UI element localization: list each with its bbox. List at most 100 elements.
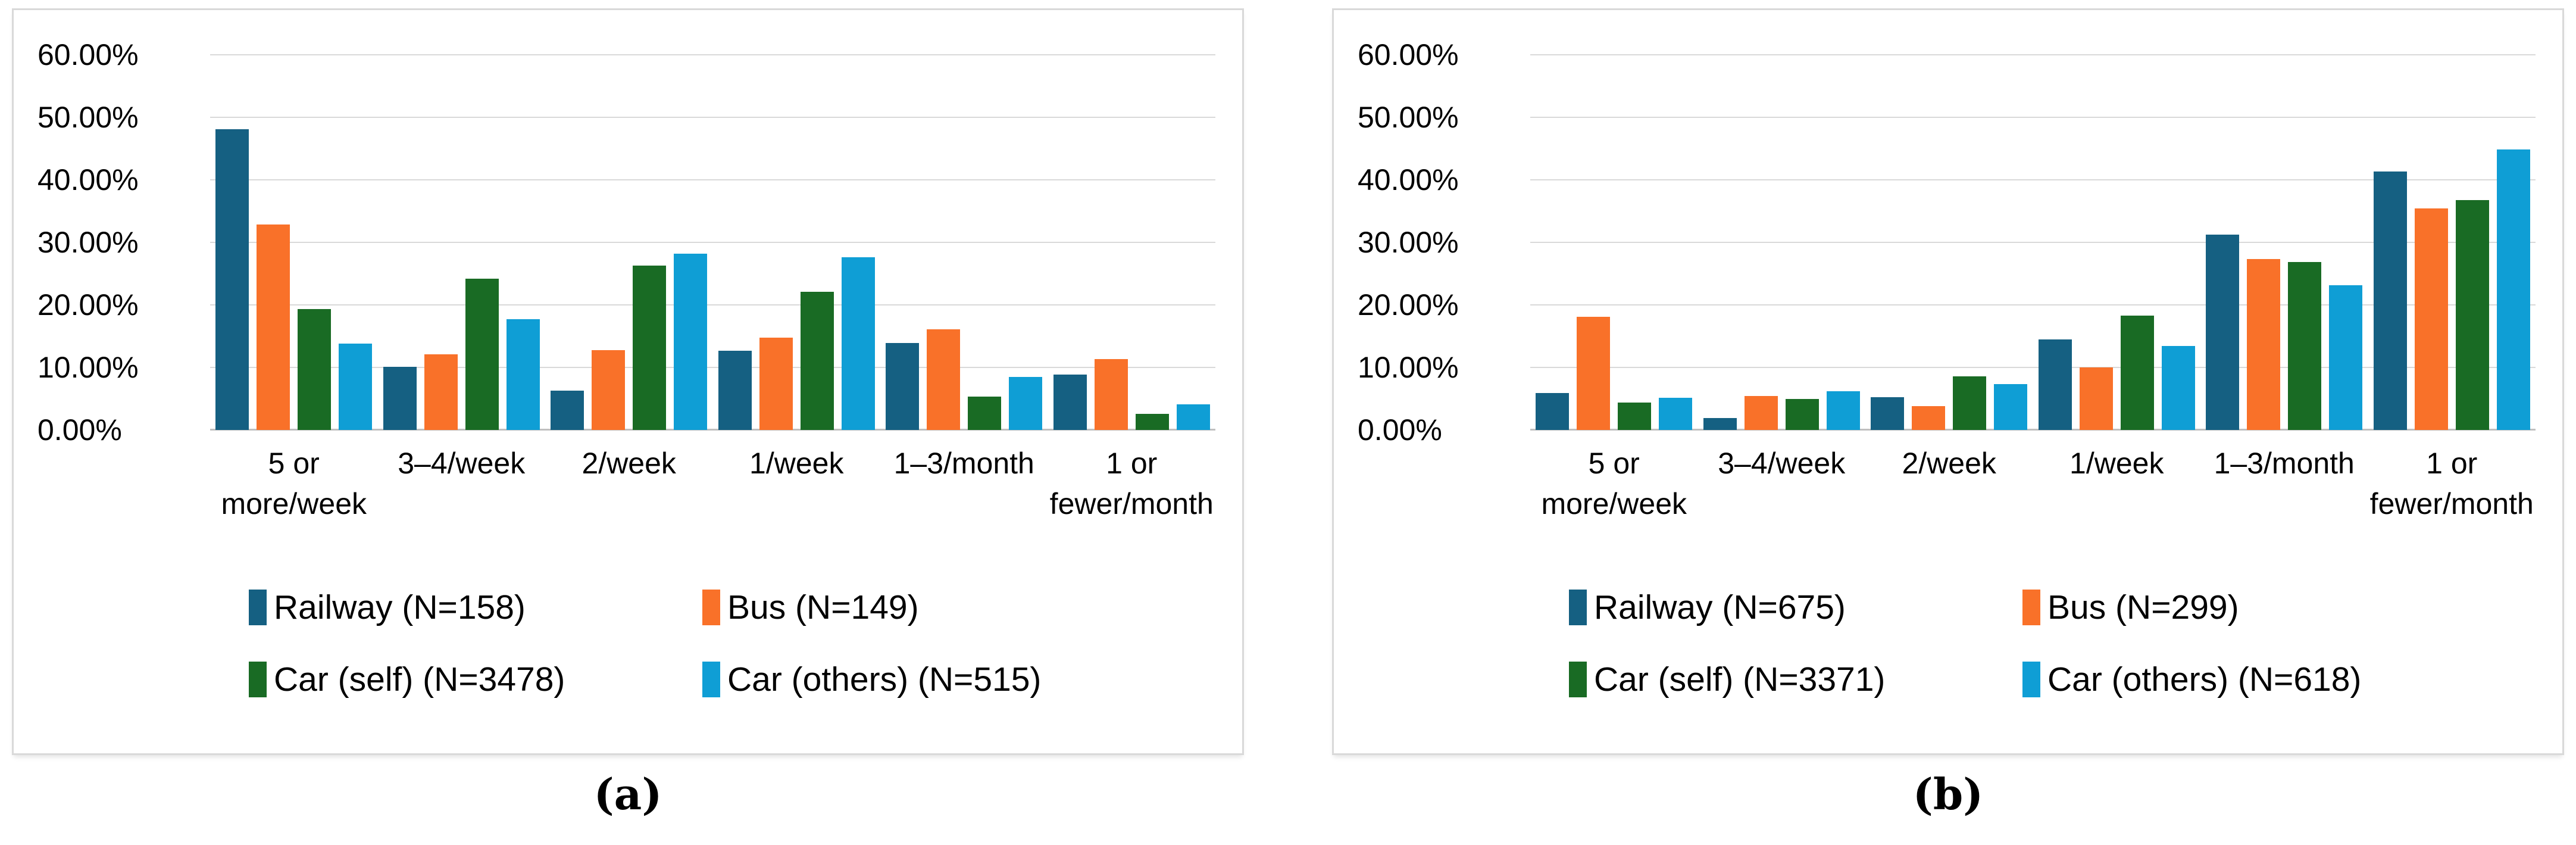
y-tick-label: 40.00% — [1358, 163, 1459, 197]
legend-item-car: Car (others) (N=618) — [2022, 660, 2536, 699]
legend-item-car: Car (others) (N=515) — [702, 660, 1215, 699]
y-tick-label: 40.00% — [37, 163, 139, 197]
bar-bus-1-3-month — [927, 329, 961, 430]
bar-railway-5-or-more-week — [215, 129, 249, 430]
x-tick-label-2-week: 2/week — [582, 447, 676, 480]
bar-group-1-3-month — [880, 55, 1048, 430]
bar-bus-2-week — [592, 350, 626, 430]
gridline — [210, 367, 1215, 368]
plot-area — [1530, 54, 2536, 431]
legend-swatch-icon — [249, 662, 267, 698]
legend-label: Railway (N=158) — [274, 588, 526, 626]
bar-car-3-4-week — [1785, 398, 1819, 430]
legend: Railway (N=675) Bus (N=299) Car (self) (N=… — [1569, 589, 2536, 698]
bar-bus-1-week — [2079, 367, 2113, 430]
x-tick-label-1-or-fewer-month: 1 or fewer/month — [1049, 447, 1214, 520]
bar-railway-5-or-more-week — [1536, 393, 1570, 430]
bar-railway-3-4-week — [383, 366, 417, 430]
gridline — [210, 117, 1215, 118]
legend-label: Bus (N=299) — [2047, 588, 2239, 626]
bar-group-3-4-week — [1697, 55, 1865, 430]
bar-railway-1-week — [2038, 339, 2072, 430]
bar-group-5-or-more-week — [210, 55, 377, 430]
bar-car-5-or-more-week — [339, 344, 373, 430]
bar-car-1-3-month — [1009, 376, 1043, 430]
bar-railway-1-or-fewer-month — [2373, 172, 2407, 430]
x-tick-label-1-3-month: 1–3/month — [2214, 447, 2355, 480]
legend-item-railway: Railway (N=675) — [1569, 589, 2022, 626]
legend: Railway (N=158) Bus (N=149) Car (self) (N=… — [249, 589, 1215, 698]
bar-car-1-or-fewer-month — [1135, 413, 1169, 430]
chart-panel-b: 60.00% 50.00% 40.00% 30.00% 20.00% 10.00% 0.00… — [1332, 8, 2564, 755]
y-tick-label: 10.00% — [1358, 351, 1459, 384]
bar-car-3-4-week — [465, 278, 499, 430]
bar-bus-5-or-more-week — [1577, 316, 1611, 430]
gridline — [1530, 179, 2536, 180]
figure-row: 60.00% 50.00% 40.00% 30.00% 20.00% 10.00% 0.00… — [12, 8, 2564, 819]
legend-label: Car (others) (N=515) — [727, 660, 1042, 699]
x-tick-label-5-or-more-week: 5 or more/week — [221, 447, 367, 520]
bar-car-3-4-week — [1826, 391, 1860, 430]
x-axis-labels: 5 or more/week 3–4/week 2/week 1/week 1–3/mo… — [1530, 444, 2536, 557]
x-tick-label-2-week: 2/week — [1902, 447, 1996, 480]
panel-wrap-b: 60.00% 50.00% 40.00% 30.00% 20.00% 10.00% 0.00… — [1332, 8, 2564, 816]
legend-label: Railway (N=675) — [1594, 588, 1846, 626]
bar-railway-1-3-month — [886, 343, 920, 430]
bar-railway-2-week — [551, 390, 584, 430]
x-tick-label-5-or-more-week: 5 or more/week — [1541, 447, 1687, 520]
bar-car-2-week — [674, 253, 708, 430]
legend-item-railway: Railway (N=158) — [249, 589, 702, 626]
bar-group-5-or-more-week — [1530, 55, 1697, 430]
bar-group-1-week — [713, 55, 880, 430]
bar-car-5-or-more-week — [1618, 402, 1652, 430]
y-tick-label: 50.00% — [1358, 101, 1459, 134]
bar-bus-3-4-week — [424, 354, 458, 430]
bar-bus-5-or-more-week — [257, 224, 290, 430]
gridline — [1530, 117, 2536, 118]
bar-railway-3-4-week — [1703, 418, 1737, 430]
bar-car-1-or-fewer-month — [2496, 149, 2530, 430]
bar-railway-1-week — [718, 350, 752, 430]
bar-group-2-week — [1865, 55, 2033, 430]
bar-railway-2-week — [1871, 397, 1905, 430]
gridline — [210, 179, 1215, 180]
legend-swatch-icon — [702, 662, 720, 698]
bar-group-1-or-fewer-month — [1048, 55, 1215, 430]
bar-car-2-week — [633, 265, 667, 430]
caption-a: (a) — [593, 769, 662, 819]
gridline — [1530, 242, 2536, 243]
bar-car-5-or-more-week — [298, 309, 332, 430]
bar-car-1-3-month — [968, 397, 1002, 430]
legend-item-car: Car (self) (N=3371) — [1569, 660, 2022, 699]
y-axis-labels: 60.00% 50.00% 40.00% 30.00% 20.00% 10.00% 0.00… — [37, 10, 198, 753]
bar-bus-1-or-fewer-month — [1094, 359, 1128, 430]
bar-car-2-week — [1994, 384, 2028, 430]
bar-car-1-3-month — [2288, 261, 2322, 430]
chart-panel-a: 60.00% 50.00% 40.00% 30.00% 20.00% 10.00% 0.00… — [12, 8, 1244, 755]
bar-group-1-3-month — [2200, 55, 2368, 430]
y-tick-label: 30.00% — [37, 226, 139, 259]
x-axis-line — [1530, 429, 2536, 431]
legend-label: Car (self) (N=3478) — [274, 660, 565, 699]
x-tick-label-1-week: 1/week — [2069, 447, 2164, 480]
bar-car-1-3-month — [2329, 285, 2363, 430]
y-tick-label: 50.00% — [37, 101, 139, 134]
bar-bus-1-3-month — [2247, 259, 2281, 430]
gridline — [210, 304, 1215, 305]
legend-item-car: Car (self) (N=3478) — [249, 660, 702, 699]
y-tick-label: 0.00% — [37, 413, 122, 447]
bar-car-1-week — [841, 257, 875, 430]
bar-car-1-week — [2120, 315, 2154, 430]
caption-b: (b) — [1912, 769, 1984, 819]
bar-railway-1-3-month — [2206, 235, 2240, 430]
bar-car-3-4-week — [506, 319, 540, 430]
y-tick-label: 60.00% — [37, 38, 139, 71]
x-axis-labels: 5 or more/week 3–4/week 2/week 1/week 1–3/mo… — [210, 444, 1215, 557]
gridline — [1530, 304, 2536, 305]
legend-swatch-icon — [702, 590, 720, 626]
bar-group-1-or-fewer-month — [2368, 55, 2536, 430]
y-tick-label: 60.00% — [1358, 38, 1459, 71]
bar-group-3-4-week — [377, 55, 545, 430]
y-tick-label: 30.00% — [1358, 226, 1459, 259]
bar-bus-3-4-week — [1744, 396, 1778, 430]
